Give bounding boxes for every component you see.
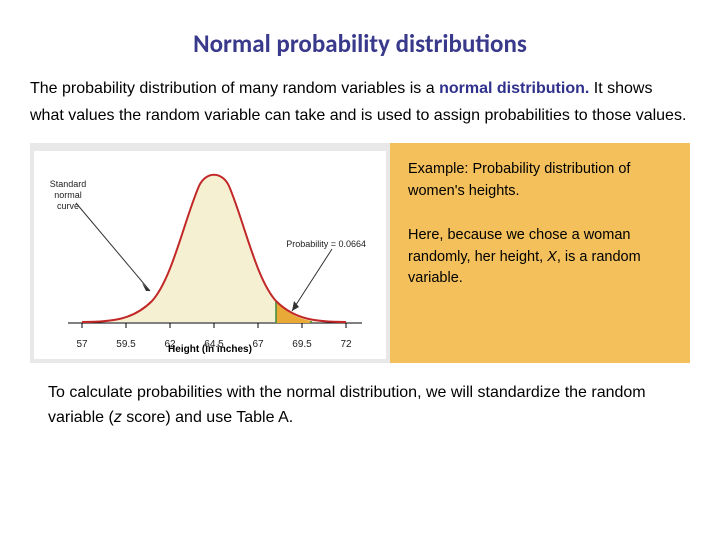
example-p2: Here, because we chose a woman randomly,… (408, 225, 672, 290)
prob-arrow-line (292, 249, 332, 311)
footer-b: score) and use Table A. (122, 409, 293, 426)
curve-label-line1: Standard normal (50, 179, 87, 200)
intro-text-1: The probability distribution of many ran… (30, 80, 439, 97)
chart-plot-area: Standard normal curve Probability = 0.06… (34, 151, 386, 359)
label-arrow-line (76, 203, 150, 291)
page-title: Normal probability distributions (30, 28, 690, 59)
intro-emphasis: normal distribution. (439, 80, 589, 97)
footer-paragraph: To calculate probabilities with the norm… (30, 381, 690, 431)
normal-curve-chart: Standard normal curve Probability = 0.06… (30, 143, 390, 363)
slide: Normal probability distributions The pro… (0, 0, 720, 540)
example-var-x: X (547, 249, 557, 265)
footer-z: z (114, 409, 122, 426)
content-row: Standard normal curve Probability = 0.06… (30, 143, 690, 363)
intro-paragraph: The probability distribution of many ran… (30, 75, 690, 129)
curve-label: Standard normal curve (40, 179, 96, 211)
x-axis-title: Height (in inches) (34, 344, 386, 355)
curve-label-line2: curve (57, 201, 79, 211)
example-panel: Example: Probability distribution of wom… (390, 143, 690, 363)
probability-label: Probability = 0.0664 (286, 239, 366, 249)
example-p1: Example: Probability distribution of wom… (408, 159, 672, 203)
